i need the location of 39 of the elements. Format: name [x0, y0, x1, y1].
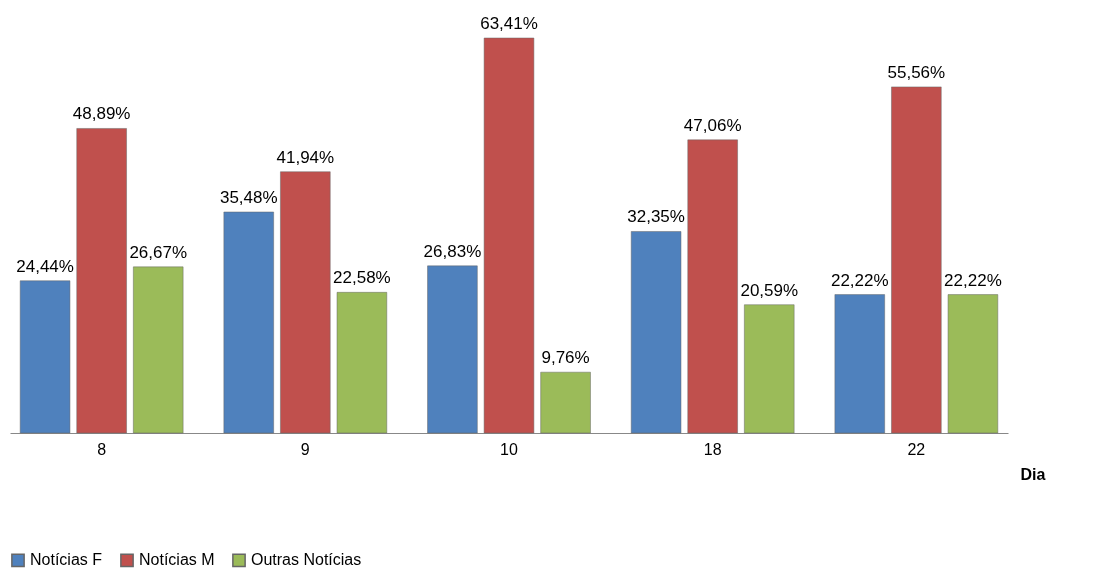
bar [19, 280, 71, 434]
data-label: 9,76% [541, 348, 590, 368]
data-label: 55,56% [887, 62, 946, 82]
data-label: 48,89% [72, 104, 131, 124]
bar [133, 266, 184, 434]
data-label: 24,44% [16, 256, 74, 276]
x-tick-label: 18 [703, 440, 722, 458]
legend-label: Outras Notícias [251, 551, 362, 569]
data-label: 22,58% [333, 268, 391, 288]
x-tick-label: 22 [907, 440, 926, 458]
data-label: 47,06% [683, 115, 742, 135]
bar [427, 265, 478, 434]
data-label: 22,22% [944, 270, 1002, 290]
bar [336, 292, 388, 434]
bar [891, 86, 942, 434]
bar [223, 211, 274, 434]
bar [76, 128, 127, 434]
data-label: 26,83% [423, 241, 482, 261]
bar [687, 139, 738, 434]
x-tick-label: 8 [97, 440, 107, 458]
data-label: 41,94% [276, 147, 335, 167]
x-tick-label: 9 [300, 440, 310, 458]
data-label: 63,41% [480, 14, 538, 33]
x-axis-title: Dia [1020, 465, 1046, 483]
x-tick-label: 10 [500, 440, 518, 458]
legend-label: Notícias M [139, 551, 215, 569]
data-label: 32,35% [627, 207, 685, 227]
bar [280, 171, 331, 434]
data-label: 22,22% [830, 270, 889, 290]
legend-label: Notícias F [30, 551, 103, 569]
data-label: 20,59% [740, 280, 799, 300]
data-label: 26,67% [129, 242, 188, 262]
bar [483, 37, 535, 434]
bar [947, 294, 999, 434]
bar [834, 294, 885, 434]
data-label: 35,48% [219, 187, 278, 207]
bar [630, 231, 682, 434]
bar [744, 304, 795, 434]
bar [540, 371, 591, 434]
